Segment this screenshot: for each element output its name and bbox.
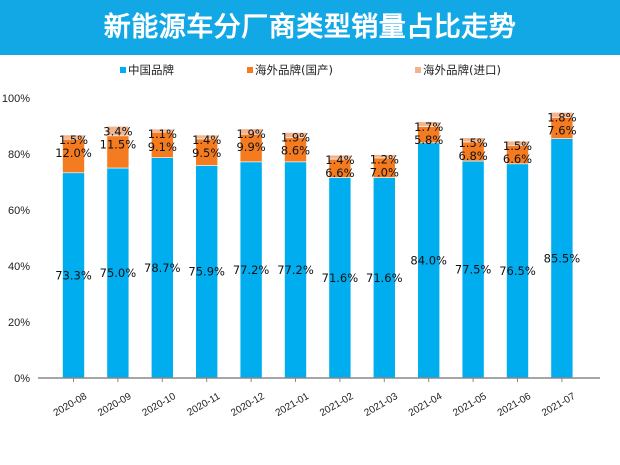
data-label-foreign-import: 1.5% (458, 136, 487, 150)
data-label-foreign-domestic: 6.6% (503, 152, 532, 166)
legend-item-foreign-import: 海外品牌(进口) (415, 61, 501, 79)
data-label-china: 73.3% (55, 268, 92, 282)
x-tick-label: 2021-05 (451, 391, 489, 419)
bar-foreign-import (461, 137, 485, 143)
x-tick-label: 2021-01 (274, 391, 312, 419)
legend-label-foreign-import: 海外品牌(进口) (423, 63, 501, 77)
bar-foreign-import (417, 121, 441, 127)
y-tick-label: 60% (8, 205, 30, 217)
y-tick-label: 20% (8, 317, 30, 329)
x-tick-label: 2020-09 (96, 391, 134, 419)
bar-foreign-import (506, 140, 529, 146)
data-label-foreign-import: 1.2% (370, 153, 399, 167)
y-axis: 0% 20% 40% 60% 80% 100% (2, 93, 30, 385)
data-label-china: 78.7% (144, 261, 181, 275)
data-label-foreign-domestic: 12.0% (55, 146, 92, 160)
bar-foreign-import (62, 134, 85, 140)
data-label-foreign-domestic: 7.6% (547, 123, 576, 137)
bar-foreign-import (284, 132, 307, 139)
bar-foreign-import (195, 134, 218, 140)
legend-item-china: 中国品牌 (120, 61, 174, 79)
data-labels: 73.3%1.5%12.0%75.0%3.4%11.5%78.7%1.1%9.1… (55, 110, 580, 284)
y-tick-label: 0% (14, 373, 30, 385)
data-label-china: 77.5% (455, 263, 492, 277)
legend-label-foreign-domestic: 海外品牌(国产) (255, 63, 333, 77)
y-tick-label: 100% (2, 93, 30, 105)
x-tick-label: 2020-08 (52, 391, 90, 419)
data-label-foreign-import: 1.9% (281, 130, 310, 144)
data-label-foreign-domestic: 6.6% (325, 166, 354, 180)
data-label-foreign-domestic: 9.5% (192, 146, 221, 160)
data-label-china: 76.5% (499, 264, 536, 278)
data-label-foreign-import: 1.5% (503, 139, 532, 153)
x-tick-label: 2021-03 (363, 391, 401, 419)
legend-swatch-foreign-domestic (247, 66, 253, 73)
data-label-foreign-import: 1.9% (236, 127, 265, 141)
data-label-china: 85.5% (544, 251, 581, 265)
bar-foreign-import (550, 111, 574, 118)
data-label-china: 77.2% (277, 263, 314, 277)
data-label-foreign-import: 1.5% (59, 133, 88, 147)
y-tick-label: 40% (8, 261, 30, 273)
data-label-foreign-domestic: 9.9% (236, 140, 265, 154)
x-tick-label: 2021-06 (496, 391, 534, 419)
x-tick-label: 2020-12 (229, 391, 267, 419)
x-tick-label: 2020-11 (186, 391, 223, 419)
legend-swatch-china (120, 66, 126, 73)
data-label-foreign-import: 1.4% (192, 133, 221, 147)
data-label-china: 77.2% (233, 263, 270, 277)
data-label-foreign-domestic: 8.6% (281, 143, 310, 157)
bars (62, 111, 574, 379)
x-tick-label: 2020-10 (141, 391, 179, 419)
bar-foreign-import (328, 154, 352, 160)
data-label-foreign-import: 3.4% (103, 124, 132, 138)
chart-title: 新能源车分厂商类型销量占比走势 (103, 12, 517, 43)
bar-foreign-import (372, 154, 396, 159)
data-label-foreign-import: 1.8% (547, 110, 576, 124)
data-label-foreign-domestic: 6.8% (458, 149, 487, 163)
data-label-foreign-import: 1.1% (148, 127, 177, 141)
legend-label-china: 中国品牌 (128, 63, 174, 77)
legend: 中国品牌 海外品牌(国产) 海外品牌(进口) (0, 61, 620, 79)
bar-foreign-import (106, 125, 130, 137)
x-axis: 2020-08 2020-09 2020-10 2020-11 2020-12 2021-… (52, 378, 578, 419)
x-tick-label: 2021-02 (318, 391, 356, 419)
data-label-foreign-domestic: 5.8% (414, 133, 443, 147)
data-label-foreign-domestic: 11.5% (100, 137, 137, 151)
legend-swatch-foreign-import (415, 66, 421, 73)
data-label-foreign-import: 1.4% (325, 153, 354, 167)
data-label-foreign-domestic: 9.1% (148, 140, 177, 154)
data-label-foreign-domestic: 7.0% (370, 166, 399, 180)
y-tick-label: 80% (8, 149, 30, 161)
data-label-china: 75.0% (100, 266, 137, 280)
legend-item-foreign-domestic: 海外品牌(国产) (247, 61, 333, 79)
x-tick-label: 2021-04 (407, 391, 445, 419)
title-banner: 新能源车分厂商类型销量占比走势 (0, 0, 620, 55)
data-label-foreign-import: 1.7% (414, 120, 443, 134)
data-label-china: 75.9% (188, 265, 225, 279)
bar-foreign-import (239, 128, 263, 135)
x-tick-label: 2021-07 (540, 391, 578, 419)
data-label-china: 84.0% (410, 253, 447, 267)
data-label-china: 71.6% (322, 271, 359, 285)
data-label-china: 71.6% (366, 271, 403, 285)
bar-foreign-import (151, 128, 174, 133)
